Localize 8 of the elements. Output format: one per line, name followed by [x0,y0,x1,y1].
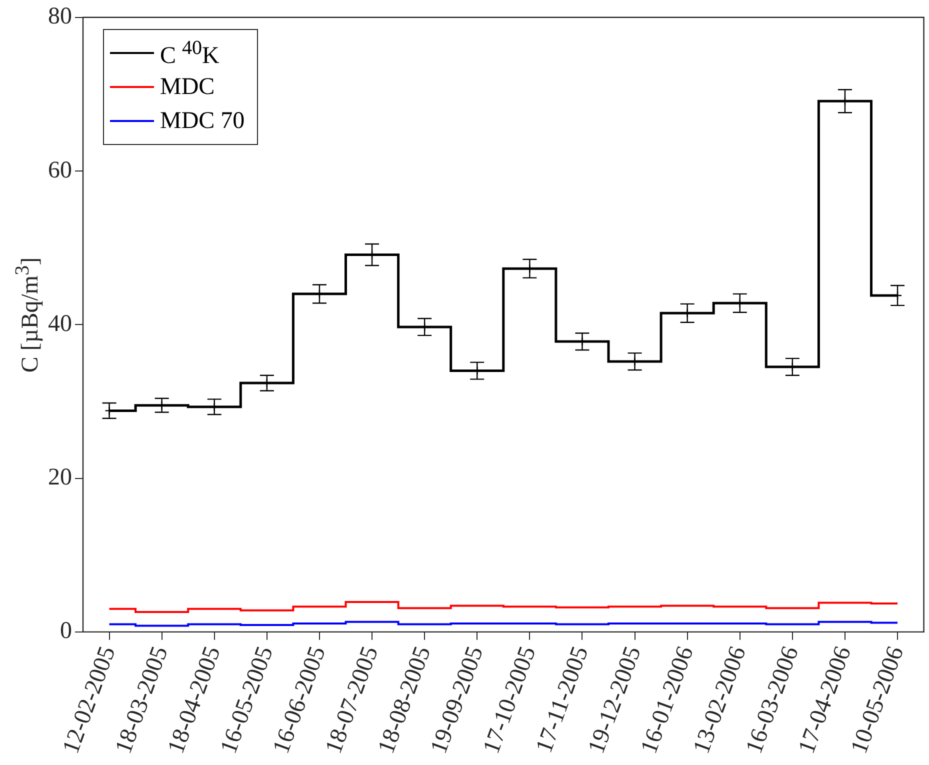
y-tick-label: 40 [48,310,72,337]
y-tick-label: 80 [48,4,72,30]
y-tick-label: 0 [60,618,72,644]
legend-label: C $^{40}$K [160,36,220,70]
legend-label: MDC [160,74,215,101]
y-tick-label: 20 [48,464,72,491]
y-tick-label: 60 [48,157,72,184]
legend-label: MDC 70 [160,108,245,135]
